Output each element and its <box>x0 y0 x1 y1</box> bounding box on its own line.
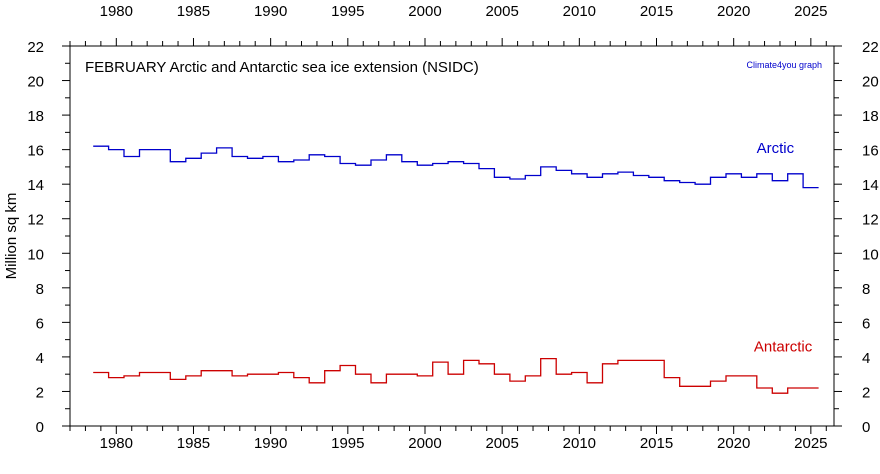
y-tick-label: 6 <box>36 315 44 332</box>
x-tick-label-top: 1990 <box>254 3 287 20</box>
x-tick-label: 1985 <box>177 435 210 452</box>
y-tick-label-right: 2 <box>862 384 870 401</box>
x-tick-label: 1995 <box>331 435 364 452</box>
y-tick-label-right: 20 <box>862 74 879 91</box>
y-tick-label: 16 <box>27 143 44 160</box>
x-tick-label-top: 2000 <box>408 3 441 20</box>
y-tick-label-right: 6 <box>862 315 870 332</box>
y-tick-label: 8 <box>36 281 44 298</box>
plot-frame <box>69 45 835 427</box>
y-tick-label: 2 <box>36 384 44 401</box>
y-tick-label-right: 12 <box>862 212 879 229</box>
x-tick-label: 1980 <box>100 435 133 452</box>
x-tick-label-top: 2025 <box>794 3 827 20</box>
y-tick-label-right: 18 <box>862 108 879 125</box>
x-tick-label: 1990 <box>254 435 287 452</box>
y-tick-label-right: 8 <box>862 281 870 298</box>
y-tick-label: 4 <box>36 350 44 367</box>
y-tick-label-right: 22 <box>862 39 879 56</box>
series-label-antarctic: Antarctic <box>754 339 813 356</box>
x-tick-label-top: 1995 <box>331 3 364 20</box>
x-tick-label: 2000 <box>408 435 441 452</box>
x-tick-label-top: 2010 <box>563 3 596 20</box>
y-tick-label: 18 <box>27 108 44 125</box>
x-tick-label-top: 1980 <box>100 3 133 20</box>
series-line-arctic <box>93 145 819 189</box>
y-tick-label: 0 <box>36 419 44 436</box>
credit-label: Climate4you graph <box>746 60 822 70</box>
x-tick-label-top: 2005 <box>485 3 518 20</box>
series-labels: Arctic Antarctic <box>754 140 813 356</box>
y-tick-label-right: 4 <box>862 350 870 367</box>
x-tick-label: 2020 <box>717 435 750 452</box>
y-axis-title: Million sq km <box>3 193 20 280</box>
x-tick-label: 2005 <box>485 435 518 452</box>
y-tick-label: 14 <box>27 177 44 194</box>
x-tick-label: 2015 <box>640 435 673 452</box>
x-tick-label-top: 1985 <box>177 3 210 20</box>
data-series <box>93 145 819 394</box>
axis-tick-labels: 1980198019851985199019901995199520002000… <box>27 3 878 452</box>
series-label-arctic: Arctic <box>757 140 795 157</box>
y-tick-label-right: 14 <box>862 177 879 194</box>
y-tick-label-right: 16 <box>862 143 879 160</box>
y-tick-label: 12 <box>27 212 44 229</box>
y-tick-label: 10 <box>27 246 44 263</box>
y-tick-label: 20 <box>27 74 44 91</box>
x-tick-label: 2025 <box>794 435 827 452</box>
x-tick-label: 2010 <box>563 435 596 452</box>
axis-ticks <box>62 38 842 434</box>
y-tick-label-right: 10 <box>862 246 879 263</box>
x-tick-label-top: 2015 <box>640 3 673 20</box>
x-tick-label-top: 2020 <box>717 3 750 20</box>
chart-title: FEBRUARY Arctic and Antarctic sea ice ex… <box>85 59 479 76</box>
y-tick-label: 22 <box>27 39 44 56</box>
series-line-antarctic <box>93 357 819 394</box>
y-tick-label-right: 0 <box>862 419 870 436</box>
